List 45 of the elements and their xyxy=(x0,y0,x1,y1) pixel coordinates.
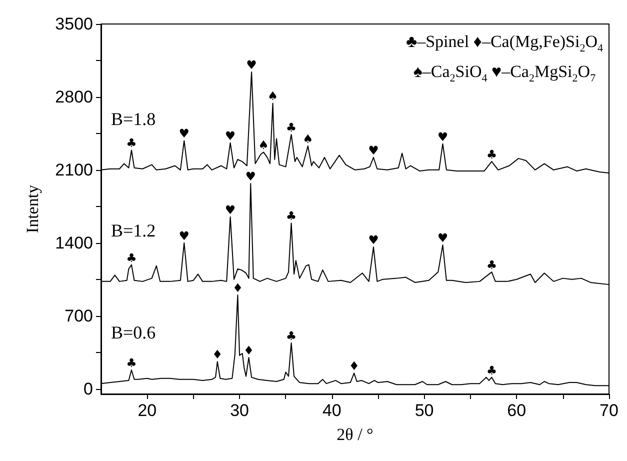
y-axis-title: Intenty xyxy=(23,184,42,234)
y-tick-label: 1400 xyxy=(55,233,93,252)
annotation: ♦ xyxy=(243,344,254,358)
annotation: ♥ xyxy=(224,202,236,217)
annotation: ♥ xyxy=(246,58,257,72)
annotation: ♠ xyxy=(267,89,278,104)
annotation: ♥ xyxy=(437,130,448,144)
series-label: B=1.2 xyxy=(111,220,156,240)
text: ♠–Ca$_{2}$SiO$_{4}$ ♥–Ca$_{2}$MgSi$_{2}$O$_{7}$ xyxy=(413,62,596,85)
annotation: ♣ xyxy=(486,258,498,272)
y-tick-label: 700 xyxy=(64,306,93,326)
annotation: ♥ xyxy=(437,230,448,245)
x-tick-label: 60 xyxy=(507,401,526,420)
annotation: ♥ xyxy=(178,126,190,141)
annotation: ♣ xyxy=(486,148,498,162)
series-label: B=1.8 xyxy=(111,108,156,129)
annotation: ♣ xyxy=(126,250,137,265)
annotation: ♠ xyxy=(258,138,269,152)
x-tick-label: 50 xyxy=(414,401,434,420)
annotation: ♠ xyxy=(302,132,314,146)
annotation: ♣ xyxy=(126,136,137,150)
y-tick-label: 3500 xyxy=(55,14,93,34)
annotation: ♦ xyxy=(232,280,244,295)
annotation: ♣ xyxy=(486,363,498,378)
annotation: ♣ xyxy=(286,328,297,343)
annotation: ♣ xyxy=(286,209,297,224)
x-axis-title: 2θ / ° xyxy=(336,425,374,444)
annotation: ♥ xyxy=(245,169,256,184)
annotation: ♣–Spinel ♦–Ca(Mg,Fe)Si$_{2}$O$_{4}$ xyxy=(406,31,603,56)
y-tick-label: 2800 xyxy=(55,87,93,106)
annotation: ♥ xyxy=(368,233,379,248)
annotation: ♦ xyxy=(212,348,223,362)
x-tick-label: 30 xyxy=(230,401,250,420)
annotation: ♣ xyxy=(286,120,297,134)
x-tick-label: 70 xyxy=(600,401,618,420)
annotation: ♥ xyxy=(178,228,190,243)
series-label: B=0.6 xyxy=(111,322,156,343)
annotation: ♥ xyxy=(224,128,236,143)
y-tick-label: 2100 xyxy=(55,160,93,180)
x-tick-label: 40 xyxy=(322,401,342,420)
y-tick-label: 0 xyxy=(84,379,93,398)
annotation: ♥ xyxy=(368,143,379,158)
annotation: ♦ xyxy=(348,359,360,374)
x-tick-label: 20 xyxy=(138,401,157,420)
annotation: ♣ xyxy=(126,356,137,370)
